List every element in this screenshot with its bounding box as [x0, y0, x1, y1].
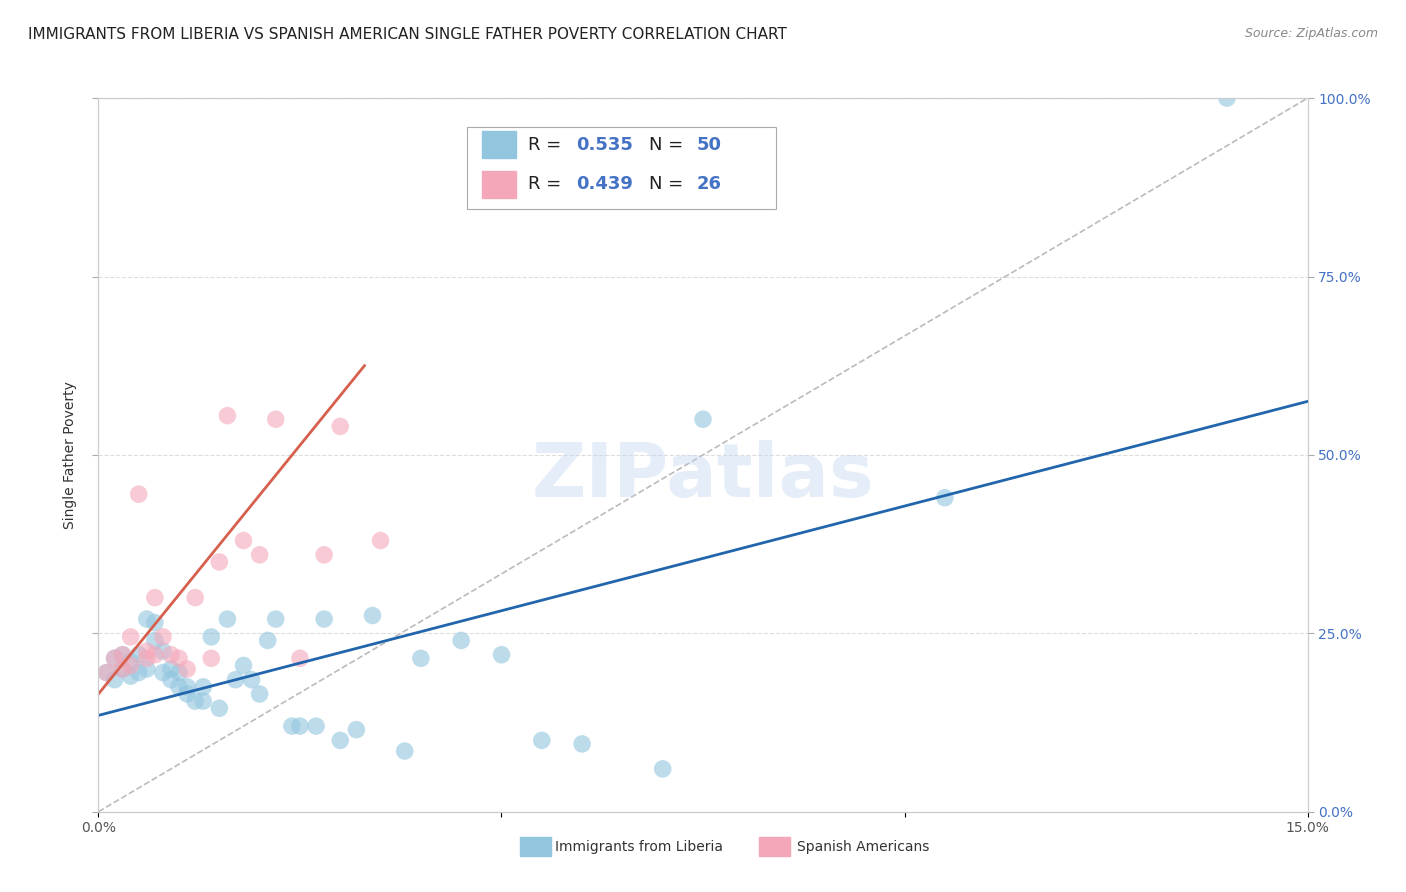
Point — [184, 694, 207, 708]
Text: 0.535: 0.535 — [576, 136, 633, 153]
Text: Immigrants from Liberia: Immigrants from Liberia — [555, 839, 723, 854]
Point — [1216, 91, 1239, 105]
Point — [135, 651, 157, 665]
Point — [314, 612, 336, 626]
Point — [176, 687, 198, 701]
Point — [167, 665, 190, 680]
Point — [288, 651, 311, 665]
Point — [160, 673, 183, 687]
Point — [394, 744, 416, 758]
Point — [120, 655, 142, 669]
Point — [111, 662, 134, 676]
Point — [314, 548, 336, 562]
Point — [305, 719, 328, 733]
Point — [692, 412, 714, 426]
Point — [128, 487, 150, 501]
Point — [208, 555, 231, 569]
Point — [176, 680, 198, 694]
Point — [200, 651, 222, 665]
Point — [249, 548, 271, 562]
Text: ZIPatlas: ZIPatlas — [531, 440, 875, 513]
Point — [193, 680, 215, 694]
Text: Spanish Americans: Spanish Americans — [797, 839, 929, 854]
FancyBboxPatch shape — [467, 127, 776, 209]
Point — [152, 644, 174, 658]
Point — [96, 665, 118, 680]
Text: N =: N = — [648, 176, 689, 194]
Point — [176, 662, 198, 676]
Point — [208, 701, 231, 715]
Point — [240, 673, 263, 687]
Point — [120, 630, 142, 644]
Point — [409, 651, 432, 665]
Text: N =: N = — [648, 136, 689, 153]
Point — [111, 648, 134, 662]
Point — [264, 612, 287, 626]
Text: R =: R = — [527, 136, 567, 153]
Point — [160, 648, 183, 662]
Bar — [482, 171, 516, 198]
Point — [329, 733, 352, 747]
Point — [530, 733, 553, 747]
Point — [135, 662, 157, 676]
Bar — [482, 131, 516, 158]
Point — [281, 719, 304, 733]
Text: Source: ZipAtlas.com: Source: ZipAtlas.com — [1244, 27, 1378, 40]
Point — [135, 612, 157, 626]
Point — [143, 591, 166, 605]
Text: IMMIGRANTS FROM LIBERIA VS SPANISH AMERICAN SINGLE FATHER POVERTY CORRELATION CH: IMMIGRANTS FROM LIBERIA VS SPANISH AMERI… — [28, 27, 787, 42]
Point — [232, 533, 254, 548]
Point — [651, 762, 673, 776]
Point — [217, 409, 239, 423]
Point — [224, 673, 246, 687]
Point — [128, 665, 150, 680]
Point — [193, 694, 215, 708]
Point — [450, 633, 472, 648]
Point — [232, 658, 254, 673]
Text: 26: 26 — [697, 176, 721, 194]
Y-axis label: Single Father Poverty: Single Father Poverty — [63, 381, 77, 529]
Point — [344, 723, 367, 737]
Text: 50: 50 — [697, 136, 721, 153]
Point — [167, 680, 190, 694]
Point — [128, 648, 150, 662]
Point — [152, 665, 174, 680]
Point — [217, 612, 239, 626]
Point — [934, 491, 956, 505]
Point — [184, 591, 207, 605]
Point — [111, 648, 134, 662]
Point — [571, 737, 593, 751]
Point — [160, 662, 183, 676]
Text: 0.439: 0.439 — [576, 176, 633, 194]
Point — [361, 608, 384, 623]
Point — [103, 651, 125, 665]
Point — [103, 651, 125, 665]
Point — [135, 644, 157, 658]
Point — [329, 419, 352, 434]
Text: R =: R = — [527, 176, 567, 194]
Point — [143, 615, 166, 630]
Point — [249, 687, 271, 701]
Point — [167, 651, 190, 665]
Point — [288, 719, 311, 733]
Point — [256, 633, 278, 648]
Point — [491, 648, 513, 662]
Point — [264, 412, 287, 426]
Point — [96, 665, 118, 680]
Point — [120, 669, 142, 683]
Point — [120, 658, 142, 673]
Point — [111, 662, 134, 676]
Point — [152, 630, 174, 644]
Point — [103, 673, 125, 687]
Point — [370, 533, 392, 548]
Point — [143, 633, 166, 648]
Point — [200, 630, 222, 644]
Point — [143, 648, 166, 662]
